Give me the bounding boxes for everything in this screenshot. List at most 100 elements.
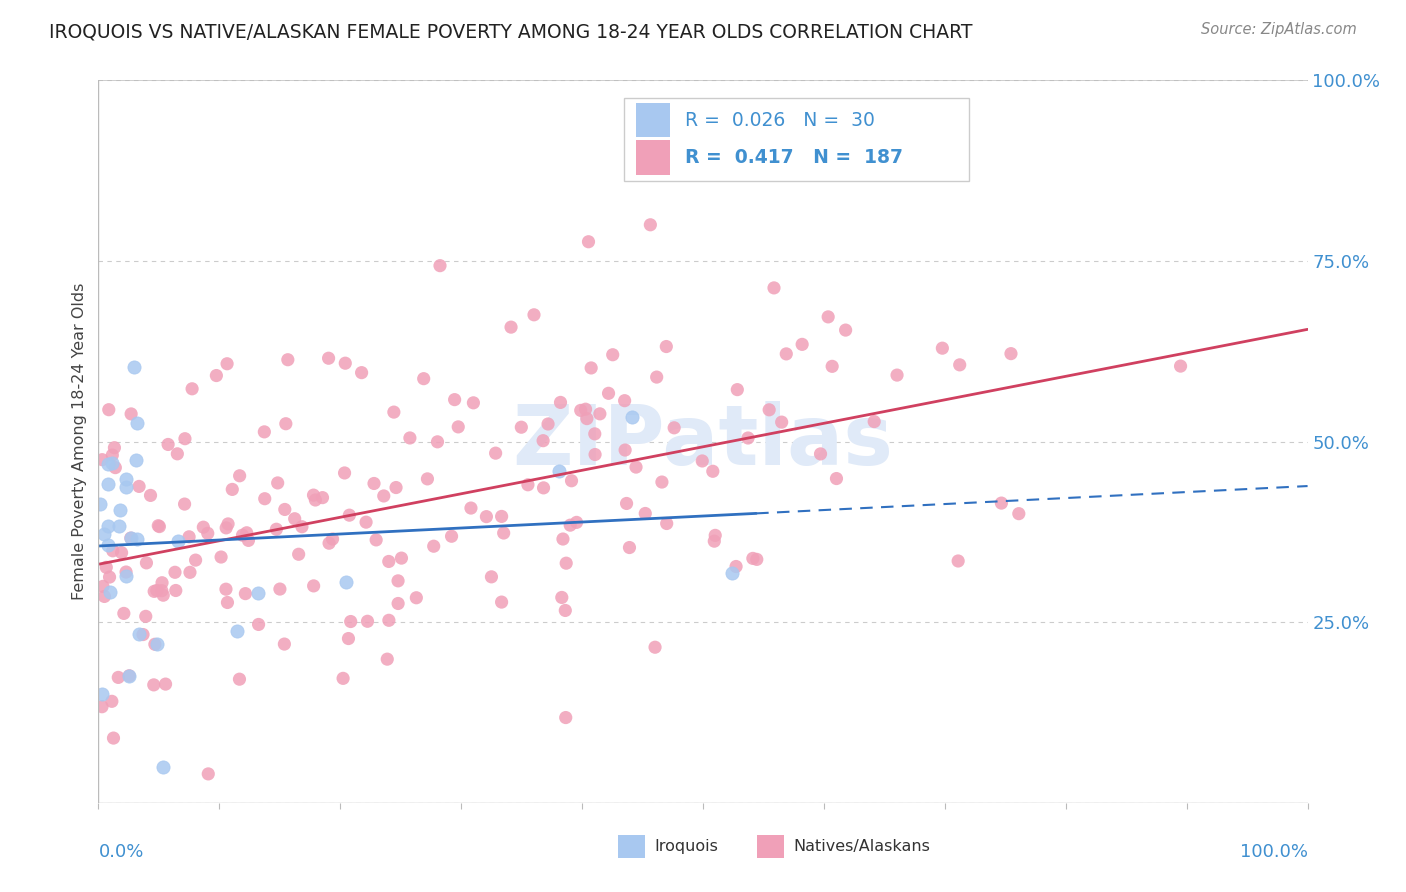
Point xyxy=(174,432,197,446)
Point xyxy=(197,767,219,781)
Point xyxy=(758,402,780,417)
Point xyxy=(235,586,257,600)
Point xyxy=(97,477,120,491)
Text: ZIPatlas: ZIPatlas xyxy=(513,401,893,482)
Point xyxy=(181,382,204,396)
Text: 0.0%: 0.0% xyxy=(98,843,143,861)
Point xyxy=(91,579,114,593)
Point xyxy=(274,417,297,431)
Point xyxy=(460,501,482,516)
Point xyxy=(412,372,434,386)
Point xyxy=(387,597,409,611)
Point xyxy=(725,383,748,397)
Point xyxy=(416,472,439,486)
Point xyxy=(193,520,215,534)
Point xyxy=(152,588,174,602)
Point xyxy=(114,471,136,485)
Point xyxy=(167,533,190,548)
Point xyxy=(120,407,142,421)
Bar xyxy=(758,835,785,858)
Point xyxy=(284,512,307,526)
Point xyxy=(318,536,340,550)
Point xyxy=(990,496,1012,510)
Point xyxy=(184,553,207,567)
Point xyxy=(97,537,120,551)
Point xyxy=(491,509,513,524)
Point xyxy=(579,360,602,375)
Point xyxy=(817,310,839,324)
Point xyxy=(120,531,142,545)
Point xyxy=(337,508,360,523)
Point xyxy=(363,476,385,491)
Point xyxy=(125,532,148,546)
Point xyxy=(440,529,463,543)
Point xyxy=(115,565,138,579)
Point xyxy=(1170,359,1192,373)
Point xyxy=(583,448,606,462)
Point xyxy=(146,583,169,598)
Point xyxy=(621,409,644,424)
Point xyxy=(399,431,422,445)
Point xyxy=(644,640,666,655)
Point xyxy=(613,393,636,408)
Point xyxy=(703,534,725,549)
Text: 100.0%: 100.0% xyxy=(1240,843,1308,861)
Point xyxy=(704,528,727,542)
Bar xyxy=(637,140,671,175)
Point xyxy=(405,591,427,605)
Point xyxy=(217,516,239,531)
Point xyxy=(322,532,344,546)
Point xyxy=(589,407,612,421)
Point xyxy=(91,452,114,467)
Point xyxy=(269,582,291,596)
Point xyxy=(302,579,325,593)
Point xyxy=(385,481,408,495)
Point xyxy=(602,348,624,362)
Point xyxy=(135,556,157,570)
Text: Natives/Alaskans: Natives/Alaskans xyxy=(794,838,931,854)
Point xyxy=(197,526,219,541)
Point xyxy=(104,460,127,475)
Point xyxy=(108,519,131,533)
Y-axis label: Female Poverty Among 18-24 Year Olds: Female Poverty Among 18-24 Year Olds xyxy=(72,283,87,600)
Point xyxy=(574,402,596,417)
Point xyxy=(337,632,360,646)
Point xyxy=(745,552,768,566)
Point xyxy=(354,515,377,529)
Point xyxy=(516,477,538,491)
Point xyxy=(547,464,569,478)
Point xyxy=(335,575,357,590)
Point xyxy=(135,609,157,624)
Point xyxy=(311,491,333,505)
Point xyxy=(132,627,155,641)
Point xyxy=(226,624,249,638)
Point xyxy=(555,556,578,570)
Point xyxy=(387,574,409,588)
Point xyxy=(429,259,451,273)
Point xyxy=(238,533,260,548)
Point xyxy=(645,370,668,384)
Point xyxy=(108,503,131,517)
Point xyxy=(366,533,388,547)
Point xyxy=(821,359,844,374)
Point xyxy=(150,575,173,590)
Point xyxy=(97,519,120,533)
Point xyxy=(231,528,253,542)
Point xyxy=(221,483,243,497)
Point xyxy=(93,527,115,541)
Point xyxy=(770,415,793,429)
Point xyxy=(318,351,340,366)
Point xyxy=(725,559,748,574)
Text: R =  0.417   N =  187: R = 0.417 N = 187 xyxy=(685,148,903,167)
Point xyxy=(91,687,114,701)
Point xyxy=(166,447,188,461)
Point xyxy=(163,566,186,580)
Point xyxy=(499,320,522,334)
Text: IROQUOIS VS NATIVE/ALASKAN FEMALE POVERTY AMONG 18-24 YEAR OLDS CORRELATION CHAR: IROQUOIS VS NATIVE/ALASKAN FEMALE POVERT… xyxy=(49,22,973,41)
Point xyxy=(443,392,465,407)
Point xyxy=(565,516,588,530)
Point xyxy=(531,434,554,448)
Point xyxy=(103,441,125,455)
Point xyxy=(246,586,269,600)
Point xyxy=(702,464,724,478)
